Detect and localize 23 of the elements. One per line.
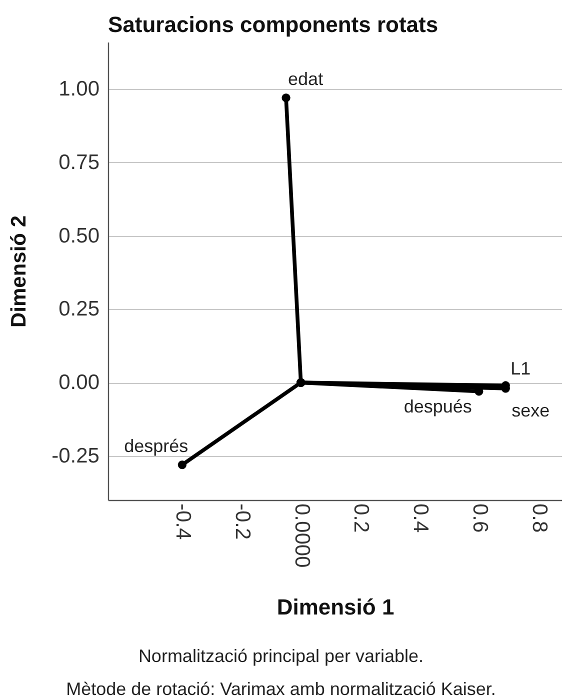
y-tick-label: 0.25 (58, 298, 100, 321)
series-label: després (124, 436, 188, 456)
x-tick-label: 0.0000 (290, 504, 314, 568)
text: Normalització principal per variable. (138, 646, 424, 666)
x-tick-label: 0.6 (468, 504, 492, 533)
x-axis-title: Dimensió 1 (276, 594, 394, 620)
x-tick-label: 0.8 (528, 504, 551, 533)
text: Mètode de rotació: Varimax amb normalització Kaiser. (66, 679, 496, 699)
y-tick-label: 0.00 (58, 371, 100, 394)
series-label: sexe (512, 400, 550, 420)
x-tick-label: -0.2 (231, 504, 254, 540)
y-tick-label: 0.50 (58, 224, 100, 248)
x-tick-label: 0.4 (409, 504, 432, 534)
y-tick-label: 0.75 (58, 150, 100, 174)
series-label: después (404, 396, 472, 416)
y-tick-label: 1.00 (58, 77, 100, 100)
y-axis-title: Dimensió 2 (8, 215, 31, 328)
chart-title: Saturacions components rotats (108, 12, 438, 37)
x-tick-label: -0.4 (172, 504, 195, 540)
x-tick-label: 0.2 (350, 504, 373, 533)
y-tick-label: -0.25 (52, 444, 100, 468)
series-label: L1 (510, 358, 531, 378)
series-label: edat (288, 68, 324, 89)
